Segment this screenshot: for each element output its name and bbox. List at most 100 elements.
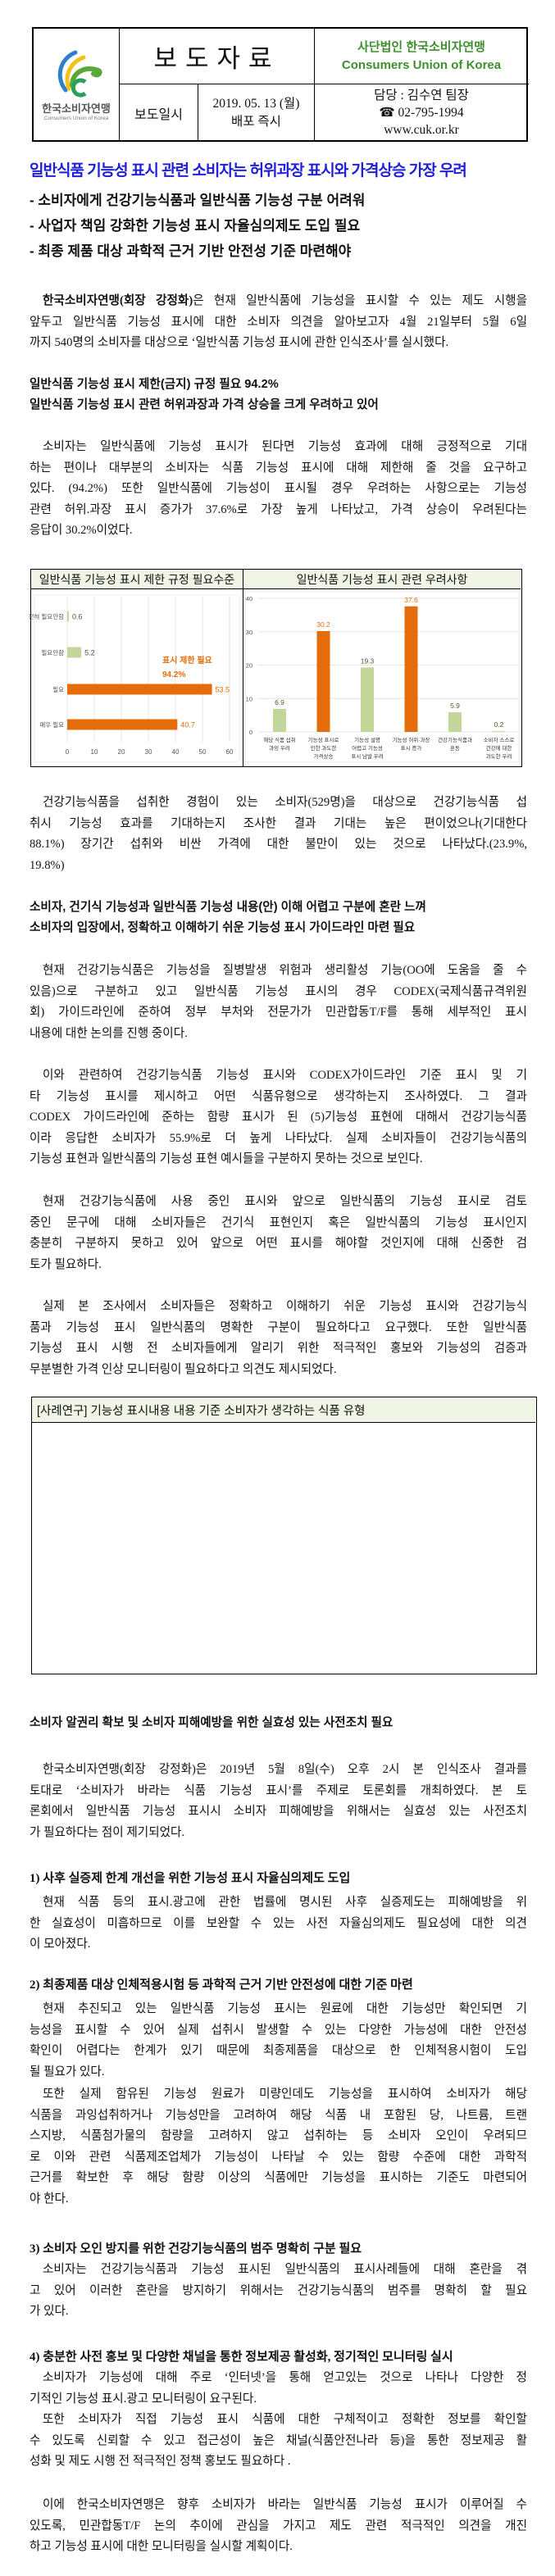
paragraph: 또한 소비자가 직접 기능성 표시 식품에 대한 구체적이고 정확한 정보를 확…: [30, 2410, 527, 2473]
heading-line: 소비자의 입장에서, 정확하고 이해하기 쉬운 기능성 표시 가이드라인 마련 …: [30, 921, 416, 934]
chart-2-bar: [448, 711, 462, 732]
subheading-3: 3) 소비자 오인 방지를 위한 건강기능식품의 범주 명확히 구분 필요: [30, 2242, 362, 2256]
text-line: 현재 건강기능식품은 기능성을 질병발생 위험과 생리활성 기능(OO에 도움을…: [43, 964, 527, 977]
chart-2-category-label: 과도한 우려: [486, 752, 512, 760]
chart-2-value-label: 6.9: [275, 698, 284, 706]
text-line: 있도록, 민관합동T/F 논의 추이에 관심을 가지고 제도 관련 적극적인 의…: [30, 2519, 527, 2533]
text-line: 까지 540명의 소비자를 대상으로 ‘일반식품 기능성 표시에 관한 인식조사…: [30, 336, 449, 350]
chart-3-panel: [사례연구] 기능성 표시내용 내용 기준 소비자가 생각하는 식품 유형: [31, 1397, 537, 1674]
text-line: 타 기능성 표시를 제시하고 어떤 식품유형으로 생각하는지 조사하였다. 그 …: [30, 1089, 527, 1103]
text-line: 현재 건강기능식품에 사용 중인 표시와 앞으로 일반식품의 기능성 표시로 검…: [43, 1195, 527, 1208]
chart-2-category-label: 기능성 허위·과장: [393, 736, 430, 743]
summary-bullet: - 사업자 책임 강화한 기능성 표시 자율심의제도 도입 필요: [30, 218, 361, 234]
text-line: 로 이와 관련 식품제조업체가 기능성이 나타날 수 있는 함량 수준에 대한 …: [30, 2150, 527, 2164]
text-line: 88.1%) 장기간 섭취와 비싼 가격에 대한 불만이 있는 것으로 나타났다…: [30, 838, 527, 852]
text-line: 응답이 30.2%이었다.: [30, 524, 133, 538]
paragraph: 소비자는 일반식품에 기능성 표시가 된다면 기능성 효과에 대해 긍정적으로 …: [30, 437, 527, 542]
text-line: 론회에서 일반식품 기능성 표시시 소비자 피해예방을 위해서는 실효성 있는 …: [30, 1805, 527, 1819]
chart-2-bar: [404, 606, 418, 732]
text-line: 기능성 표현과 일반식품의 기능성 표현 예시들을 구분하지 못하는 것으로 보…: [30, 1152, 423, 1166]
text-line: 내용에 대한 논의를 진행 중이다.: [30, 1026, 188, 1040]
release-label: 보도일시: [134, 107, 183, 122]
text-line: 품과 기능성 표시 일반식품의 명확한 구분이 필요하다고 요구했다. 또한 일…: [30, 1320, 527, 1334]
chart-2-title: 일반식품 기능성 표시 관련 우려사항: [243, 570, 521, 589]
chart-1-category-label: 필요: [52, 685, 64, 693]
chart-1-plot-area: [34, 594, 240, 763]
logo-swirl-icon: [57, 50, 102, 97]
text-line: 근거를 확보한 후 해당 함량 이상의 식품에만 기능성을 표시하는 기준도 마…: [30, 2171, 527, 2185]
summary-bullet: - 소비자에게 건강기능식품과 일반식품 기능성 구분 어려워: [30, 193, 366, 208]
chart-2-category-label: 소비자 스스로: [484, 736, 515, 743]
chart-2-category-label: 건강기능식품과: [438, 736, 472, 743]
lead-rest: 은 현재 일반식품에 기능성을 표시할 수 있는 제도 시행을: [193, 294, 528, 307]
paragraph: 실제 본 조사에서 소비자들은 정확하고 이해하기 쉬운 기능성 표시와 건강기…: [30, 1297, 527, 1380]
chart-2-category-label: 과잉 우려: [269, 744, 290, 752]
paragraph: 소비자가 기능성에 대해 주로 ‘인터넷’을 통해 얻고있는 것으로 나타나 다…: [30, 2368, 527, 2410]
chart-1-x-tick-label: 30: [145, 748, 152, 756]
intro-paragraph: 한국소비자연맹(회장 강정화)은 현재 일반식품에 기능성을 표시할 수 있는 …: [30, 291, 527, 354]
document-type: 보도자료: [153, 44, 280, 73]
text-line: 확인이 어렵다는 한계가 있기 때문에 최종제품을 대상으로 한 인체적용시험이…: [30, 2044, 527, 2058]
chart-2-value-label: 30.2: [316, 620, 330, 629]
chart-1-bar: [67, 647, 82, 658]
chart-1-value-label: 5.2: [84, 649, 95, 657]
text-line: 기능성 표시 시행 전 소비자들에게 알리기 위한 적극적인 홍보와 기능성의 …: [30, 1342, 527, 1356]
text-line: 있다. (94.2%) 또한 일반식품에 기능성이 표시될 경우 우려하는 사항…: [30, 482, 527, 496]
text-line: 기적인 기능성 표시.광고 모니터링이 요구된다.: [30, 2392, 257, 2406]
logo-subtitle: Consumers Union of Korea: [43, 115, 109, 121]
chart-2-value-label: 19.3: [361, 656, 375, 665]
headline: 일반식품 기능성 표시 관련 소비자는 허위과장 표시와 가격상승 가장 우려: [30, 162, 467, 179]
header-table: 한국소비자연맹 Consumers Union of Korea 보도자료 사단…: [32, 27, 529, 142]
chart-1-value-label: 40.7: [180, 721, 195, 729]
text-line: 토가 필요하다.: [30, 1257, 102, 1271]
chart-1-title: 일반식품 기능성 표시 제한 규정 필요수준: [31, 570, 243, 589]
chart-1-bar: [67, 719, 178, 730]
chart-2-y-tick-label: 0: [249, 729, 252, 736]
chart-2-category-label: 해당 식품 섭취: [263, 736, 296, 743]
paragraph: 현재 건강기능식품은 기능성을 질병발생 위험과 생리활성 기능(OO에 도움을…: [30, 961, 527, 1044]
divider: [314, 29, 315, 141]
organization: 사단법인 한국소비자연맹 Consumers Union of Korea: [315, 29, 528, 84]
text-line: 이와 관련하여 건강기능식품 기능성 표시와 CODEX가이드라인 기준 표시 …: [43, 1069, 527, 1082]
text-line: 19.8%): [30, 858, 65, 872]
text-line: 이라 응답한 소비자가 55.9%로 더 높게 나타났다. 실제 소비자들이 건…: [30, 1131, 527, 1145]
chart-2-category-label: 기능성 표시로: [308, 736, 339, 743]
chart-1-x-tick-label: 0: [66, 748, 70, 756]
text-line: 또한 소비자가 직접 기능성 표시 식품에 대한 구체적이고 정확한 정보를 확…: [43, 2413, 527, 2426]
text-line: 회) 가이드라인에 준하여 정부 부처와 전문가가 민관합동T/F를 통해 세부…: [30, 1006, 527, 1020]
chart-2-y-tick-label: 20: [246, 662, 252, 670]
chart-1-x-tick-label: 40: [172, 748, 180, 756]
paragraph: 소비자는 건강기능식품과 기능성 표시된 일반식품의 표시사례들에 대해 혼란을…: [30, 2260, 527, 2323]
chart-2-bar: [316, 630, 330, 732]
text-line: 한 실효성이 미흡하므로 이를 보완할 수 있는 사전 자율심의제도 필요성에 …: [30, 1916, 527, 1930]
chart-2-category-label: 어렵고 기능성: [352, 744, 383, 752]
website-link[interactable]: www.cuk.or.kr: [384, 123, 459, 137]
text-line: 현재 추진되고 있는 일반식품 기능성 표시는 원료에 대한 기능성만 확인되면…: [43, 2002, 527, 2015]
release-note: 배포 즉시: [231, 114, 281, 129]
text-line: 고 있어 이러한 혼란을 방지하기 위해서는 건강기능식품의 범주를 명확히 할…: [30, 2283, 527, 2297]
chart-1-annotation: 94.2%: [162, 670, 185, 679]
subheading-1: 1) 사후 실증제 한계 개선을 위한 기능성 표시 자율심의제도 도입: [30, 1872, 351, 1885]
subheading-2: 2) 최종제품 대상 인체적용시험 등 과학적 근거 기반 안전성에 대한 기준…: [30, 1979, 413, 1992]
chart-2-category-label: 표시 증가: [401, 744, 422, 752]
contact-phone: ☎ 02-795-1994: [379, 106, 464, 120]
text-line: 야 한다.: [30, 2192, 69, 2206]
section-heading-1: 일반식품 기능성 표시 제한(금지) 규정 필요 94.2% 일반식품 기능성 …: [30, 375, 538, 416]
paragraph: 이와 관련하여 건강기능식품 기능성 표시와 CODEX가이드라인 기준 표시 …: [30, 1065, 527, 1170]
chart-1-value-label: 53.5: [216, 686, 230, 694]
org-name-kr: 사단법인 한국소비자연맹: [357, 39, 485, 54]
text-line: 소비자가 기능성에 대해 주로 ‘인터넷’을 통해 얻고있는 것으로 나타나 다…: [43, 2371, 527, 2384]
chart-2-value-label: 37.6: [404, 596, 418, 604]
paragraph: 건강기능식품을 섭취한 경험이 있는 소비자(529명)을 대상으로 건강기능식…: [30, 793, 527, 876]
text-line: 스지방, 식품첨가물의 함량을 고려하지 않고 섭취하는 등 소비자 오인이 우…: [30, 2129, 527, 2143]
chart-2-plot-area: [244, 591, 520, 763]
logo: 한국소비자연맹 Consumers Union of Korea: [34, 29, 119, 141]
contact-person: 담당 : 김수연 팀장: [374, 89, 469, 102]
chart-2-bar: [361, 667, 374, 732]
chart-2-y-tick-label: 30: [246, 629, 252, 636]
chart-2-y-tick-label: 40: [246, 595, 252, 602]
section-heading-3: 소비자 알권리 확보 및 소비자 피해예방을 위한 실효성 있는 사전조치 필요: [30, 1716, 394, 1729]
text-line: 수 있도록 신뢰할 수 있고 접근성이 높은 채널(식품안전나라 등)을 통한 …: [30, 2433, 527, 2447]
heading-line: 일반식품 기능성 표시 관련 허위과장과 가격 상승을 크게 우려하고 있어: [30, 398, 379, 411]
